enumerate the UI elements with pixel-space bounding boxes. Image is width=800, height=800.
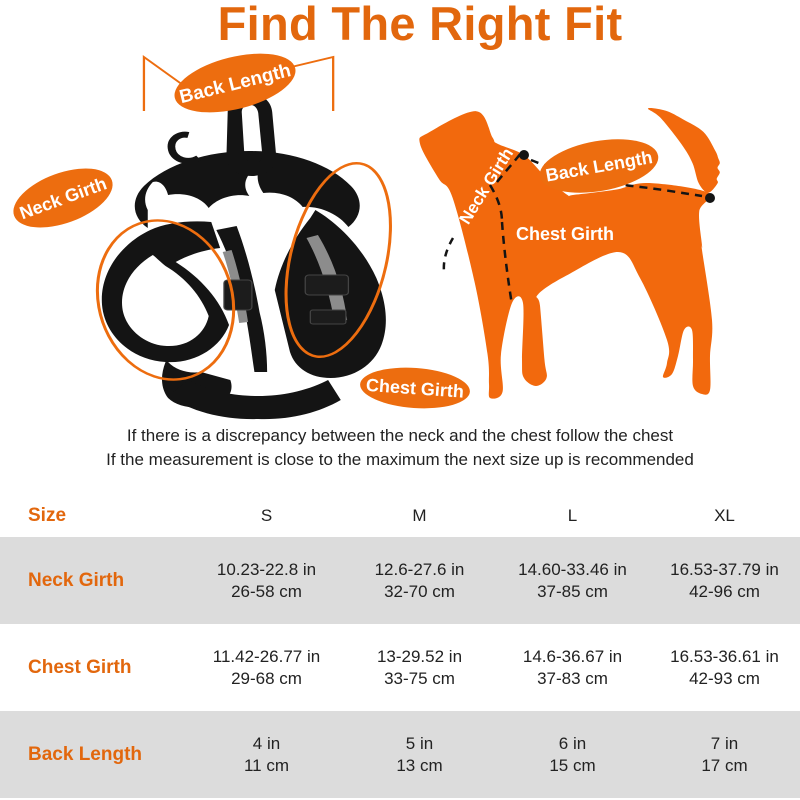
svg-text:Neck Girth: Neck Girth — [455, 145, 517, 228]
svg-text:Neck Girth: Neck Girth — [17, 173, 109, 223]
svg-text:Back Length: Back Length — [544, 147, 654, 185]
svg-text:Back Length: Back Length — [177, 60, 293, 108]
svg-text:Chest Girth: Chest Girth — [516, 224, 614, 244]
svg-text:Chest Girth: Chest Girth — [365, 375, 464, 402]
